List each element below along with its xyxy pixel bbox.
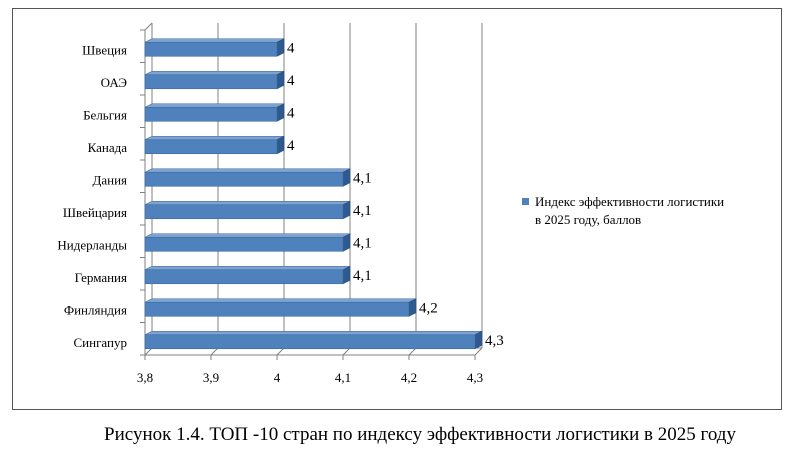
x-tick-label: 3,8: [137, 370, 153, 385]
data-label: 4: [287, 73, 295, 89]
bar-top-face: [144, 233, 351, 238]
x-tick-label: 4,1: [335, 370, 351, 385]
y-axis-depth: [144, 22, 153, 31]
bar-top-face: [144, 200, 351, 206]
x-tick-label: 3,9: [203, 370, 219, 385]
data-label: 4: [287, 138, 295, 154]
bar: [144, 269, 344, 285]
bar-top-face: [144, 135, 285, 141]
legend: Индекс эффективности логистики в 2025 го…: [522, 193, 772, 229]
gridline-floor: [210, 347, 219, 356]
data-label: 4,1: [353, 235, 372, 251]
bar-top-face: [144, 70, 285, 76]
category-label: ОАЭ: [101, 75, 128, 90]
data-label: 4: [287, 105, 295, 121]
bar-top-face: [144, 103, 285, 108]
gridline-floor: [276, 347, 285, 356]
bar-top-face: [144, 298, 417, 303]
category-label: Сингапур: [74, 335, 127, 350]
data-label: 4,1: [353, 268, 372, 284]
bar: [144, 171, 344, 187]
gridline-floor: [474, 347, 483, 356]
legend-label-line1: Индекс эффективности логистики: [535, 194, 725, 209]
bar: [144, 41, 278, 57]
category-label: Нидерланды: [57, 237, 127, 252]
bar: [144, 236, 344, 252]
bar: [144, 106, 278, 122]
bar: [144, 74, 278, 90]
data-label: 4: [287, 40, 295, 56]
category-label: Швейцария: [63, 205, 127, 220]
bars-layer: [144, 38, 483, 350]
gridline-floor: [408, 347, 417, 356]
bar-top-face: [144, 265, 351, 271]
bar: [144, 204, 344, 220]
category-label: Бельгия: [83, 107, 127, 122]
bar: [144, 334, 476, 350]
category-label: Швеция: [82, 42, 127, 57]
gridline-floor: [144, 347, 153, 356]
data-label: 4,2: [419, 300, 438, 316]
bar: [144, 139, 278, 155]
legend-swatch: [522, 198, 529, 205]
data-label: 4,1: [353, 170, 372, 186]
bar-top-face: [144, 38, 285, 43]
category-label: Дания: [92, 172, 127, 187]
category-label: Финляндия: [64, 302, 127, 317]
x-tick-label: 4: [274, 370, 281, 385]
data-label: 4,1: [353, 203, 372, 219]
labels-layer: 3,8 3,9 4 4,1 4,2 4,3 Швеция 4 ОАЭ 4 Бельгия 4 Канад…: [57, 40, 503, 385]
figure-caption: Рисунок 1.4. ТОП -10 стран по индексу эф…: [104, 424, 736, 445]
legend-text: Индекс эффективности логистики в 2025 го…: [535, 193, 724, 229]
gridline-floor: [342, 347, 351, 356]
bar-top-face: [144, 330, 483, 336]
data-label: 4,3: [485, 333, 504, 349]
bar: [144, 301, 410, 317]
legend-label-line2: в 2025 году, баллов: [535, 212, 642, 227]
bar-top-face: [144, 168, 351, 173]
x-tick-label: 4,3: [467, 370, 483, 385]
category-label: Канада: [88, 140, 128, 155]
category-label: Германия: [75, 270, 127, 285]
x-tick-label: 4,2: [401, 370, 417, 385]
chart-frame: [12, 8, 782, 410]
